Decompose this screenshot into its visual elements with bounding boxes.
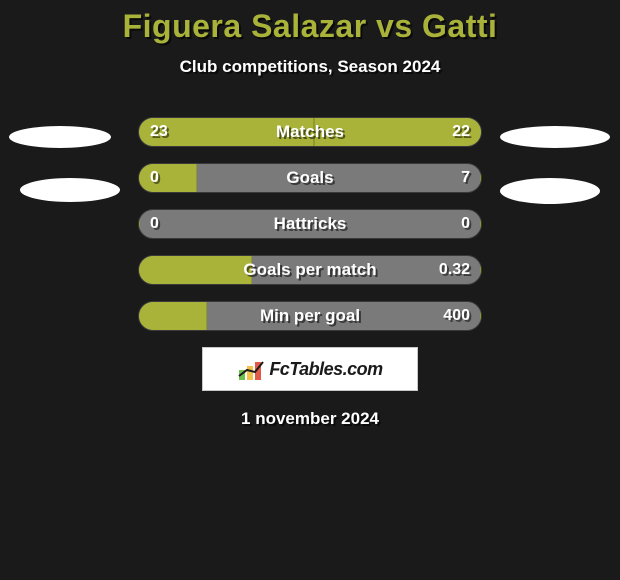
bar-right (480, 256, 481, 284)
value-left: 0 (150, 163, 159, 193)
logo-text: FcTables.com (269, 359, 382, 380)
bar-left (139, 210, 140, 238)
bar-track (138, 163, 482, 193)
bar-right (480, 210, 481, 238)
value-left: 23 (150, 117, 168, 147)
bar-track (138, 301, 482, 331)
value-right: 22 (452, 117, 470, 147)
decorative-ellipse (500, 126, 610, 148)
logo-box[interactable]: FcTables.com (202, 347, 418, 391)
bar-track (138, 117, 482, 147)
stat-row: 400Min per goal (0, 301, 620, 331)
date-label: 1 november 2024 (0, 409, 620, 429)
bar-right (480, 164, 481, 192)
page-title: Figuera Salazar vs Gatti (0, 8, 620, 45)
stat-row: 00Hattricks (0, 209, 620, 239)
logo: FcTables.com (237, 358, 382, 380)
value-right: 0.32 (439, 255, 470, 285)
bar-track (138, 255, 482, 285)
value-left: 0 (150, 209, 159, 239)
bar-right (480, 302, 481, 330)
comparison-widget: Figuera Salazar vs Gatti Club competitio… (0, 0, 620, 429)
stat-row: 0.32Goals per match (0, 255, 620, 285)
fctables-chart-icon (237, 358, 265, 380)
decorative-ellipse (20, 178, 120, 202)
value-right: 7 (461, 163, 470, 193)
decorative-ellipse (500, 178, 600, 204)
subtitle: Club competitions, Season 2024 (0, 57, 620, 77)
value-right: 400 (443, 301, 470, 331)
bar-left (139, 256, 252, 284)
bar-left (139, 302, 207, 330)
bar-left (139, 164, 197, 192)
decorative-ellipse (9, 126, 111, 148)
stat-rows: 2322Matches07Goals00Hattricks0.32Goals p… (0, 117, 620, 331)
value-right: 0 (461, 209, 470, 239)
bar-track (138, 209, 482, 239)
